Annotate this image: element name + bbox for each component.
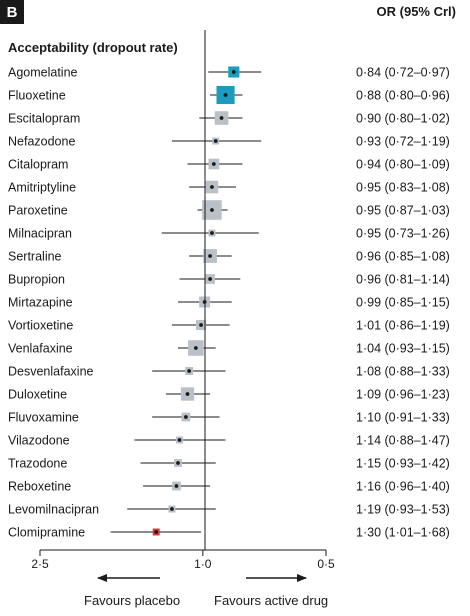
or-ci-value: 0·94 (0·80–1·09) [356,158,450,172]
point-estimate [231,70,236,74]
forest-row: Venlafaxine 1·04 (0·93–1·15) [8,340,450,356]
or-ci-value: 0·90 (0·80–1·02) [356,112,450,126]
drug-label: Bupropion [8,273,65,287]
or-ci-value: 0·88 (0·80–0·96) [356,89,450,103]
forest-row: Duloxetine 1·09 (0·96–1·23) [8,387,450,402]
drug-label: Vortioxetine [8,319,73,333]
x-tick-label: 1·0 [194,557,212,571]
drug-label: Trazodone [8,457,67,471]
forest-row: Paroxetine 0·95 (0·87–1·03) [8,200,450,220]
point-estimate [208,277,212,281]
or-ci-value: 0·96 (0·85–1·08) [356,250,450,264]
forest-row: Sertraline 0·96 (0·85–1·08) [8,249,450,264]
point-estimate [223,93,228,97]
point-estimate [208,254,212,258]
point-estimate [185,392,190,396]
drug-label: Mirtazapine [8,296,73,310]
forest-row: Desvenlafaxine 1·08 (0·88–1·33) [8,365,450,379]
drug-label: Reboxetine [8,480,71,494]
drug-label: Escitalopram [8,112,80,126]
point-estimate [210,185,214,189]
forest-row: Mirtazapine 0·99 (0·85–1·15) [8,296,450,310]
point-estimate [154,530,159,534]
forest-row: Escitalopram 0·90 (0·80–1·02) [8,111,450,126]
drug-label: Paroxetine [8,204,68,218]
drug-label: Clomipramine [8,526,85,540]
drug-label: Amitriptyline [8,181,76,195]
drug-label: Agomelatine [8,66,78,80]
forest-row: Citalopram 0·94 (0·80–1·09) [8,158,450,172]
point-estimate [193,346,198,350]
forest-row: Vortioxetine 1·01 (0·86–1·19) [8,319,450,333]
drug-label: Desvenlafaxine [8,365,94,379]
drug-label: Venlafaxine [8,342,73,356]
forest-row: Milnacipran 0·95 (0·73–1·26) [8,227,450,241]
or-ci-value: 0·93 (0·72–1·19) [356,135,450,149]
panel-label: B [0,0,24,24]
point-estimate [210,208,214,212]
forest-row: Vilazodone 1·14 (0·88–1·47) [8,434,450,448]
forest-row: Clomipramine 1·30 (1·01–1·68) [8,526,450,540]
forest-row: Bupropion 0·96 (0·81–1·14) [8,273,450,287]
drug-label: Fluvoxamine [8,411,79,425]
point-estimate [210,231,214,235]
or-ci-value: 1·30 (1·01–1·68) [356,526,450,540]
forest-row: Amitriptyline 0·95 (0·83–1·08) [8,181,450,195]
or-ci-value: 1·08 (0·88–1·33) [356,365,450,379]
or-ci-value: 1·14 (0·88–1·47) [356,434,450,448]
point-estimate [183,415,188,419]
or-ci-value: 0·84 (0·72–0·97) [356,66,450,80]
forest-row: Levomilnacipran 1·19 (0·93–1·53) [8,503,450,517]
or-column-header: OR (95% Crl) [376,4,456,19]
or-ci-value: 0·95 (0·83–1·08) [356,181,450,195]
or-ci-value: 0·95 (0·73–1·26) [356,227,450,241]
drug-label: Fluoxetine [8,89,66,103]
or-ci-value: 1·04 (0·93–1·15) [356,342,450,356]
or-ci-value: 1·15 (0·93–1·42) [356,457,450,471]
drug-label: Milnacipran [8,227,72,241]
drug-label: Levomilnacipran [8,503,99,517]
forest-row: Fluvoxamine 1·10 (0·91–1·33) [8,411,450,425]
point-estimate [174,484,179,488]
or-ci-value: 1·16 (0·96–1·40) [356,480,450,494]
or-ci-value: 0·99 (0·85–1·15) [356,296,450,310]
or-ci-value: 0·96 (0·81–1·14) [356,273,450,287]
point-estimate [170,507,174,511]
forest-row: Trazodone 1·15 (0·93–1·42) [8,457,450,471]
or-ci-value: 1·19 (0·93–1·53) [356,503,450,517]
forest-row: Agomelatine 0·84 (0·72–0·97) [8,66,450,80]
drug-label: Sertraline [8,250,62,264]
or-ci-value: 1·10 (0·91–1·33) [356,411,450,425]
point-estimate [199,323,203,327]
point-estimate [177,438,182,442]
or-ci-value: 0·95 (0·87–1·03) [356,204,450,218]
point-estimate [219,116,224,120]
favours-active-drug-label: Favours active drug [214,593,329,608]
point-estimate [213,139,218,143]
forest-row: Nefazodone 0·93 (0·72–1·19) [8,135,450,149]
point-estimate [187,369,192,373]
or-ci-value: 1·01 (0·86–1·19) [356,319,450,333]
drug-label: Duloxetine [8,388,67,402]
chart-title: Acceptability (dropout rate) [8,40,178,55]
point-estimate [176,461,180,465]
or-ci-value: 1·09 (0·96–1·23) [356,388,450,402]
forest-row: Fluoxetine 0·88 (0·80–0·96) [8,85,450,105]
drug-label: Citalopram [8,158,68,172]
favours-placebo-label: Favours placebo [84,593,181,608]
x-tick-label: 0·5 [317,557,335,571]
drug-label: Nefazodone [8,135,75,149]
x-tick-label: 2·5 [31,557,49,571]
drug-label: Vilazodone [8,434,70,448]
point-estimate [211,162,216,166]
forest-row: Reboxetine 1·16 (0·96–1·40) [8,480,450,494]
